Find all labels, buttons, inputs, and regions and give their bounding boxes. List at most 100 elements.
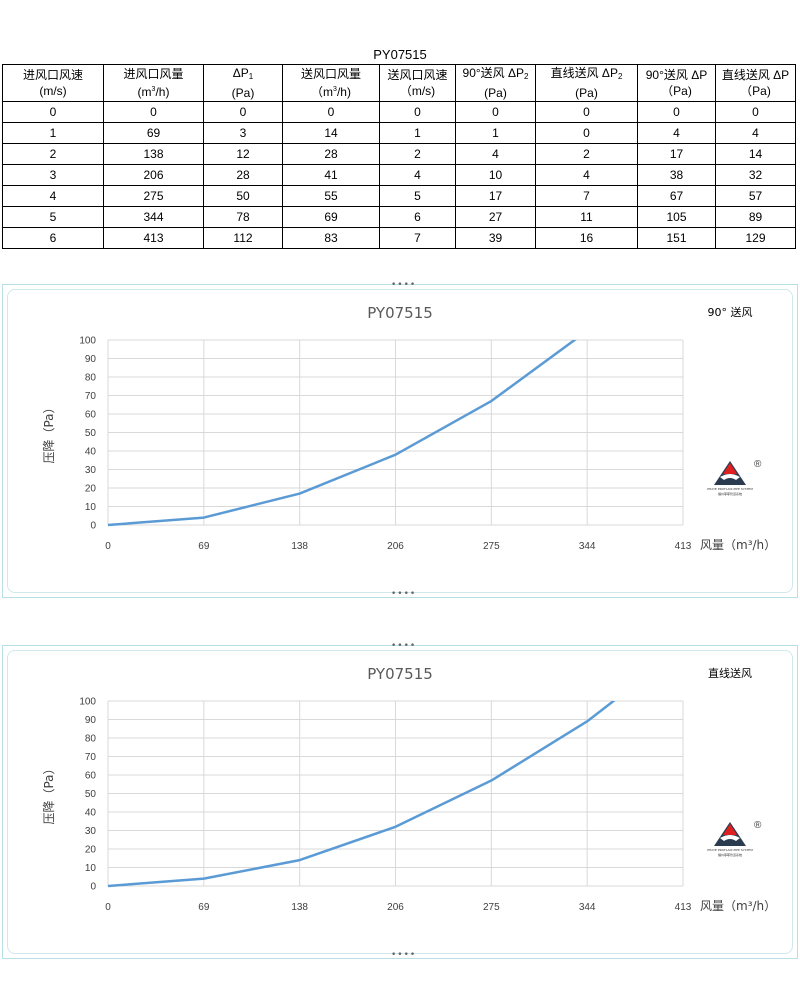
legend-label: 90° 送风	[708, 305, 753, 319]
table-cell: 16	[535, 227, 638, 249]
y-tick-label: 80	[85, 734, 97, 745]
x-tick-label: 206	[387, 541, 404, 552]
table-cell: 69	[103, 122, 204, 144]
table-cell: 12	[203, 143, 283, 165]
y-tick-label: 40	[85, 447, 97, 458]
series-line	[107, 701, 616, 888]
table-cell: 275	[103, 185, 204, 207]
header-straight-dp: 直线送风 ΔP （Pa)	[715, 64, 796, 102]
table-cell: 38	[637, 164, 716, 186]
table-cell: 4	[2, 185, 104, 207]
table-cell: 5	[2, 206, 104, 228]
logo-text-cn: 福州菲耶管道系统	[718, 491, 742, 496]
table-cell: 28	[282, 143, 380, 165]
table-cell: 4	[455, 143, 536, 165]
table-cell: 129	[715, 227, 796, 249]
table-row: 6 413 112 83 7 39 16 151 129	[2, 227, 796, 249]
table-cell: 57	[715, 185, 796, 207]
logo-swoosh-icon	[720, 835, 740, 841]
table-cell: 1	[455, 122, 536, 144]
table-cell: 112	[203, 227, 283, 249]
x-tick-label: 206	[387, 902, 404, 913]
header-dp1: ΔP1 (Pa)	[203, 64, 283, 102]
header-90-dp2: 90°送风 ΔP2 (Pa)	[455, 64, 536, 102]
logo-peak-icon	[723, 824, 737, 835]
logo-peak-icon	[723, 463, 737, 474]
table-cell: 0	[715, 101, 796, 123]
table-cell: 0	[2, 101, 104, 123]
logo-registered-mark: ®	[754, 459, 762, 470]
table-cell: 14	[715, 143, 796, 165]
table-cell: 5	[379, 185, 456, 207]
table-cell: 17	[455, 185, 536, 207]
chart-panel-straight[interactable]: •••• •••• PY07515 直线送风 0 10 20 30 40 50 60 70 80 90…	[2, 641, 798, 960]
chart-90-svg: PY07515 90° 送风 0 10 20 30 40 50 60 70 80 90 100 0 69 13…	[42, 304, 776, 552]
pressure-drop-table: 进风口风速 (m/s) 进风口风量 (m3/h) ΔP1 (Pa) 送风口风量 （m3/…	[2, 64, 796, 249]
table-row: 5 344 78 69 6 27 11 105 89	[2, 206, 796, 228]
x-tick-label: 413	[675, 902, 692, 913]
logo-text-en: PHAYE PROFLAIR PIPE SYSTEM	[707, 487, 753, 491]
y-tick-label: 60	[85, 410, 97, 421]
y-tick-label: 90	[85, 354, 97, 365]
x-tick-label: 275	[483, 902, 500, 913]
table-body: 0 0 0 0 0 0 0 0 0 1 69 3 14 1 1 0 4 4 2 138 12 28 2 4 2 17 14 3 206 2…	[2, 101, 796, 249]
table-cell: 50	[203, 185, 283, 207]
table-cell: 6	[2, 227, 104, 249]
table-title: PY07515	[373, 47, 427, 62]
y-axis-label: 压降（Pa）	[42, 401, 56, 463]
table-cell: 3	[203, 122, 283, 144]
series-line	[107, 340, 577, 527]
table-row: 4 275 50 55 5 17 7 67 57	[2, 185, 796, 207]
table-row: 2 138 12 28 2 4 2 17 14	[2, 143, 796, 165]
table-cell: 78	[203, 206, 283, 228]
table-cell: 4	[535, 164, 638, 186]
x-tick-label: 344	[579, 902, 596, 913]
resize-handle-top[interactable]: ••••	[391, 641, 417, 651]
y-tick-label: 70	[85, 391, 97, 402]
table-cell: 27	[455, 206, 536, 228]
x-tick-label: 0	[105, 541, 111, 552]
table-cell: 151	[637, 227, 716, 249]
y-tick-label: 50	[85, 428, 97, 439]
resize-handle-bottom[interactable]: ••••	[391, 950, 417, 960]
table-cell: 39	[455, 227, 536, 249]
table-cell: 105	[637, 206, 716, 228]
logo-text-cn: 福州菲耶管道系统	[718, 852, 742, 857]
y-tick-label: 0	[90, 521, 96, 532]
table-cell: 7	[379, 227, 456, 249]
y-tick-label: 50	[85, 789, 97, 800]
logo-registered-mark: ®	[754, 820, 762, 831]
y-tick-label: 80	[85, 373, 97, 384]
x-tick-label: 0	[105, 902, 111, 913]
table-header-row: 进风口风速 (m/s) 进风口风量 (m3/h) ΔP1 (Pa) 送风口风量 （m3/…	[2, 64, 796, 102]
y-tick-label: 30	[85, 465, 97, 476]
table-cell: 0	[103, 101, 204, 123]
table-cell: 0	[535, 122, 638, 144]
table-cell: 0	[535, 101, 638, 123]
y-tick-label: 90	[85, 715, 97, 726]
chart-title: PY07515	[367, 665, 433, 683]
table-cell: 2	[535, 143, 638, 165]
y-tick-label: 70	[85, 752, 97, 763]
x-tick-label: 138	[291, 541, 308, 552]
table-cell: 1	[2, 122, 104, 144]
table-cell: 0	[379, 101, 456, 123]
resize-handle-top[interactable]: ••••	[391, 280, 417, 290]
resize-handle-bottom[interactable]: ••••	[391, 589, 417, 599]
y-tick-label: 30	[85, 826, 97, 837]
chart-title: PY07515	[367, 304, 433, 322]
table-cell: 4	[379, 164, 456, 186]
table-cell: 4	[715, 122, 796, 144]
x-tick-label: 413	[675, 541, 692, 552]
chart-panel-90[interactable]: •••• •••• PY07515 90° 送风 0 10 20 30 40 50 60 70 80…	[2, 280, 798, 599]
logo-swoosh-icon	[720, 474, 740, 480]
table-cell: 4	[637, 122, 716, 144]
header-straight-dp2: 直线送风 ΔP2 (Pa)	[535, 64, 638, 102]
table-cell: 17	[637, 143, 716, 165]
table-cell: 14	[282, 122, 380, 144]
table-cell: 413	[103, 227, 204, 249]
table-cell: 10	[455, 164, 536, 186]
x-tick-label: 69	[198, 541, 210, 552]
